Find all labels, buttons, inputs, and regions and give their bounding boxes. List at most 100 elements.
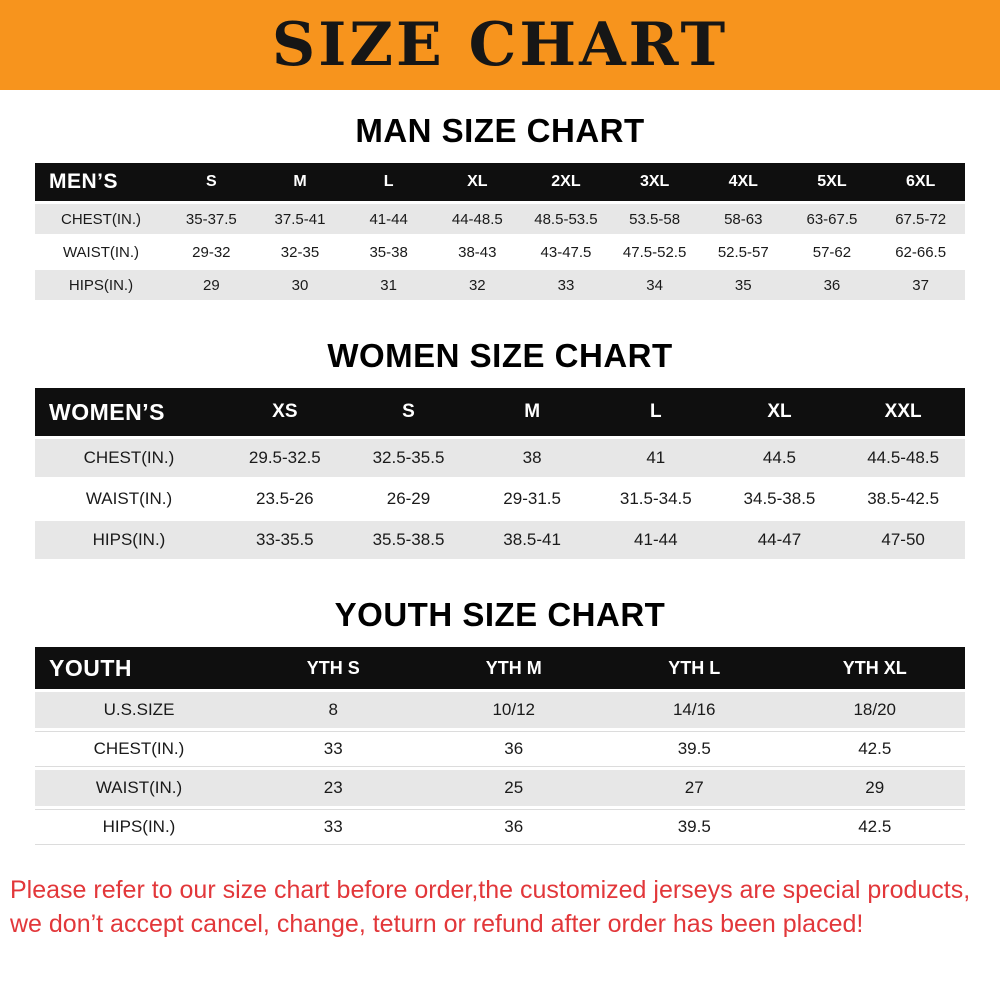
table-cell: 39.5: [604, 731, 785, 767]
column-header: 3XL: [610, 163, 699, 201]
table-cell: 44-47: [717, 521, 842, 559]
table-cell: 30: [255, 270, 345, 300]
table-cell: 47.5-52.5: [610, 237, 699, 267]
table-cell: 67.5-72: [876, 204, 965, 234]
table-cell: 63-67.5: [787, 204, 877, 234]
table-cell: 29.5-32.5: [223, 439, 347, 477]
table-row: CHEST(IN.) 29.5-32.5 32.5-35.5 38 41 44.5 44.5…: [35, 439, 965, 477]
column-header: M: [255, 163, 345, 201]
table-cell: 35.5-38.5: [346, 521, 471, 559]
column-header: 6XL: [876, 163, 965, 201]
row-label: WAIST(IN.): [35, 770, 243, 806]
table-cell: 47-50: [841, 521, 965, 559]
table-cell: 29-32: [167, 237, 256, 267]
row-label: U.S.SIZE: [35, 692, 243, 728]
column-header: L: [593, 388, 718, 436]
column-header: 2XL: [521, 163, 611, 201]
row-label: HIPS(IN.): [35, 521, 223, 559]
size-chart-page: SIZE CHART MAN SIZE CHART MEN’S S M L XL 2XL 3…: [0, 0, 1000, 942]
charts-main: MAN SIZE CHART MEN’S S M L XL 2XL 3XL 4XL 5XL 6XL…: [0, 112, 1000, 848]
column-header: XL: [432, 163, 522, 201]
table-cell: 37: [876, 270, 965, 300]
table-cell: 33: [243, 731, 424, 767]
women-size-section: WOMEN SIZE CHART WOMEN’S XS S M L XL XXL CHEST(…: [0, 337, 1000, 562]
table-row: CHEST(IN.) 33 36 39.5 42.5: [35, 731, 965, 767]
footer-notice: Please refer to our size chart before or…: [0, 874, 1000, 942]
table-cell: 43-47.5: [521, 237, 611, 267]
table-cell: 42.5: [784, 731, 965, 767]
column-header: XS: [223, 388, 347, 436]
table-cell: 27: [604, 770, 785, 806]
column-header: XXL: [841, 388, 965, 436]
table-cell: 26-29: [346, 480, 471, 518]
table-cell: 36: [787, 270, 877, 300]
page-title: SIZE CHART: [271, 10, 729, 80]
column-header: L: [344, 163, 433, 201]
table-cell: 38.5-41: [470, 521, 594, 559]
man-size-heading: MAN SIZE CHART: [355, 112, 645, 149]
youth-size-section: YOUTH SIZE CHART YOUTH YTH S YTH M YTH L YTH…: [0, 596, 1000, 848]
table-cell: 38: [470, 439, 594, 477]
women-size-table: WOMEN’S XS S M L XL XXL CHEST(IN.) 29.5-32.5 32.5…: [35, 385, 965, 562]
table-cell: 23: [243, 770, 424, 806]
table-cell: 52.5-57: [698, 237, 788, 267]
row-label: WAIST(IN.): [35, 237, 167, 267]
column-header: 4XL: [698, 163, 788, 201]
table-row: HIPS(IN.) 29 30 31 32 33 34 35 36 37: [35, 270, 965, 300]
table-cell: 62-66.5: [876, 237, 965, 267]
table-row: HIPS(IN.) 33 36 39.5 42.5: [35, 809, 965, 845]
man-size-section: MAN SIZE CHART MEN’S S M L XL 2XL 3XL 4XL 5XL 6XL…: [0, 112, 1000, 303]
table-cell: 38-43: [432, 237, 522, 267]
table-header-row: MEN’S S M L XL 2XL 3XL 4XL 5XL 6XL: [35, 163, 965, 201]
table-cell: 10/12: [423, 692, 604, 728]
table-header-row: YOUTH YTH S YTH M YTH L YTH XL: [35, 647, 965, 689]
youth-size-table: YOUTH YTH S YTH M YTH L YTH XL U.S.SIZE 8 10/12…: [35, 644, 965, 848]
women-size-heading: WOMEN SIZE CHART: [327, 337, 673, 374]
table-corner-label: YOUTH: [35, 647, 243, 689]
table-cell: 33-35.5: [223, 521, 347, 559]
column-header: M: [470, 388, 594, 436]
row-label: WAIST(IN.): [35, 480, 223, 518]
table-row: WAIST(IN.) 23 25 27 29: [35, 770, 965, 806]
table-cell: 34: [610, 270, 699, 300]
table-cell: 18/20: [784, 692, 965, 728]
table-row: WAIST(IN.) 23.5-26 26-29 29-31.5 31.5-34.5 34…: [35, 480, 965, 518]
table-cell: 41-44: [344, 204, 433, 234]
table-cell: 14/16: [604, 692, 785, 728]
table-row: HIPS(IN.) 33-35.5 35.5-38.5 38.5-41 41-44 44-…: [35, 521, 965, 559]
table-cell: 25: [423, 770, 604, 806]
table-row: WAIST(IN.) 29-32 32-35 35-38 38-43 43-47.5 47.…: [35, 237, 965, 267]
table-cell: 32-35: [255, 237, 345, 267]
table-cell: 29: [167, 270, 256, 300]
table-cell: 8: [243, 692, 424, 728]
table-cell: 31.5-34.5: [593, 480, 718, 518]
row-label: CHEST(IN.): [35, 439, 223, 477]
row-label: CHEST(IN.): [35, 204, 167, 234]
table-row: U.S.SIZE 8 10/12 14/16 18/20: [35, 692, 965, 728]
table-cell: 41-44: [593, 521, 718, 559]
table-cell: 44.5-48.5: [841, 439, 965, 477]
notice-line-1: Please refer to our size chart before or…: [10, 876, 971, 904]
table-cell: 44-48.5: [432, 204, 522, 234]
table-cell: 41: [593, 439, 718, 477]
youth-size-heading: YOUTH SIZE CHART: [334, 596, 666, 633]
row-label: HIPS(IN.): [35, 809, 243, 845]
table-cell: 35-37.5: [167, 204, 256, 234]
table-cell: 37.5-41: [255, 204, 345, 234]
table-corner-label: WOMEN’S: [35, 388, 223, 436]
table-cell: 38.5-42.5: [841, 480, 965, 518]
table-cell: 58-63: [698, 204, 788, 234]
table-cell: 29: [784, 770, 965, 806]
table-cell: 33: [521, 270, 611, 300]
table-cell: 34.5-38.5: [717, 480, 842, 518]
table-cell: 42.5: [784, 809, 965, 845]
column-header: S: [167, 163, 256, 201]
table-cell: 36: [423, 731, 604, 767]
table-corner-label: MEN’S: [35, 163, 167, 201]
column-header: 5XL: [787, 163, 877, 201]
table-row: CHEST(IN.) 35-37.5 37.5-41 41-44 44-48.5 48.5…: [35, 204, 965, 234]
column-header: YTH S: [243, 647, 424, 689]
table-cell: 39.5: [604, 809, 785, 845]
table-cell: 23.5-26: [223, 480, 347, 518]
table-cell: 35: [698, 270, 788, 300]
